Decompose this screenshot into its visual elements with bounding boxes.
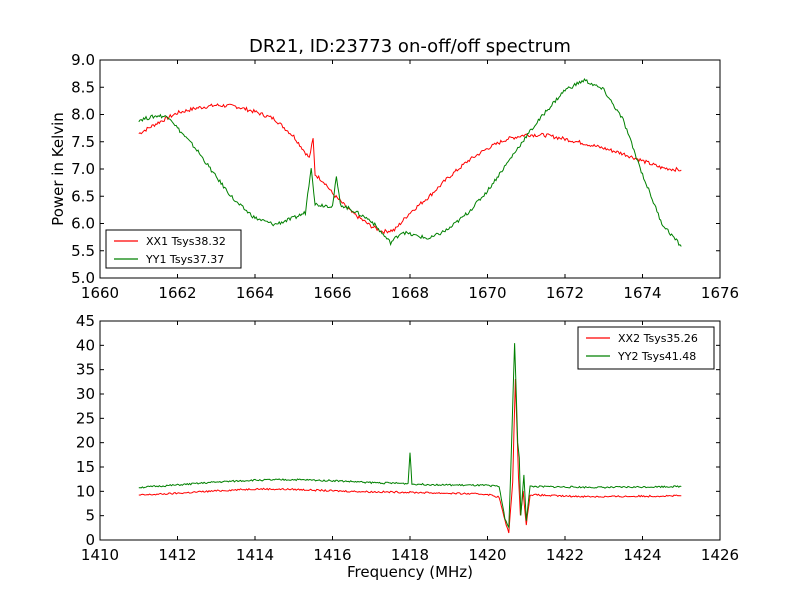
x-tick-label: 1664 [236,284,274,302]
y-tick-label: 40 [76,336,95,354]
x-tick-label: 1410 [81,546,119,564]
x-tick-label: 1668 [391,284,429,302]
x-tick-label: 1412 [158,546,196,564]
legend-label: YY2 Tsys41.48 [617,350,696,363]
y-tick-label: 8.0 [71,106,95,124]
y-tick-label: 20 [76,434,95,452]
x-tick-label: 1666 [313,284,351,302]
y-tick-label: 7.5 [71,133,95,151]
legend-label: YY1 Tsys37.37 [145,253,224,266]
legend-label: XX1 Tsys38.32 [146,235,226,248]
y-tick-label: 6.5 [71,187,95,205]
y-tick-label: 5.5 [71,242,95,260]
x-tick-label: 1670 [468,284,506,302]
legend-box [577,326,715,370]
x-tick-label: 1416 [313,546,351,564]
y-tick-label: 7.0 [71,160,95,178]
y-tick-label: 9.0 [71,51,95,69]
x-tick-label: 1418 [391,546,429,564]
x-tick-label: 1674 [623,284,661,302]
y-tick-label: 0 [85,531,95,549]
y-tick-label: 45 [76,312,95,330]
y-tick-label: 8.5 [71,78,95,96]
x-tick-label: 1426 [701,546,739,564]
upper-panel: 1660 1662 1664 1666 1668 1670 1672 1674 1676 5.0 5… [49,51,739,302]
y-tick-label: 10 [76,482,95,500]
y-tick-label: 35 [76,361,95,379]
legend-label: XX2 Tsys35.26 [618,332,698,345]
series-line-0-1 [138,77,682,247]
x-tick-label: 1662 [158,284,196,302]
chart-title: DR21, ID:23773 on-off/off spectrum [249,36,571,57]
y-tick-label: 25 [76,409,95,427]
legend-box [105,229,242,269]
lower-panel: 1410 1412 1414 1416 1418 1420 1422 1424 1426 0 5 10… [76,312,739,581]
y-tick-label: 15 [76,458,95,476]
x-tick-label: 1420 [468,546,506,564]
x-tick-label: 1660 [81,284,119,302]
x-tick-label: 1424 [623,546,661,564]
y-tick-label: 5 [85,507,95,525]
y-axis-label: Power in Kelvin [49,112,67,226]
x-tick-label: 1422 [546,546,584,564]
series-line-0-0 [138,103,682,235]
series-line-1-0 [138,378,682,534]
x-tick-label: 1676 [701,284,739,302]
y-tick-label: 5.0 [71,269,95,287]
x-tick-label: 1414 [236,546,274,564]
x-axis-label: Frequency (MHz) [347,563,473,581]
y-tick-label: 6.0 [71,215,95,233]
series-line-1-1 [138,343,682,530]
x-tick-label: 1672 [546,284,584,302]
y-tick-label: 30 [76,385,95,403]
